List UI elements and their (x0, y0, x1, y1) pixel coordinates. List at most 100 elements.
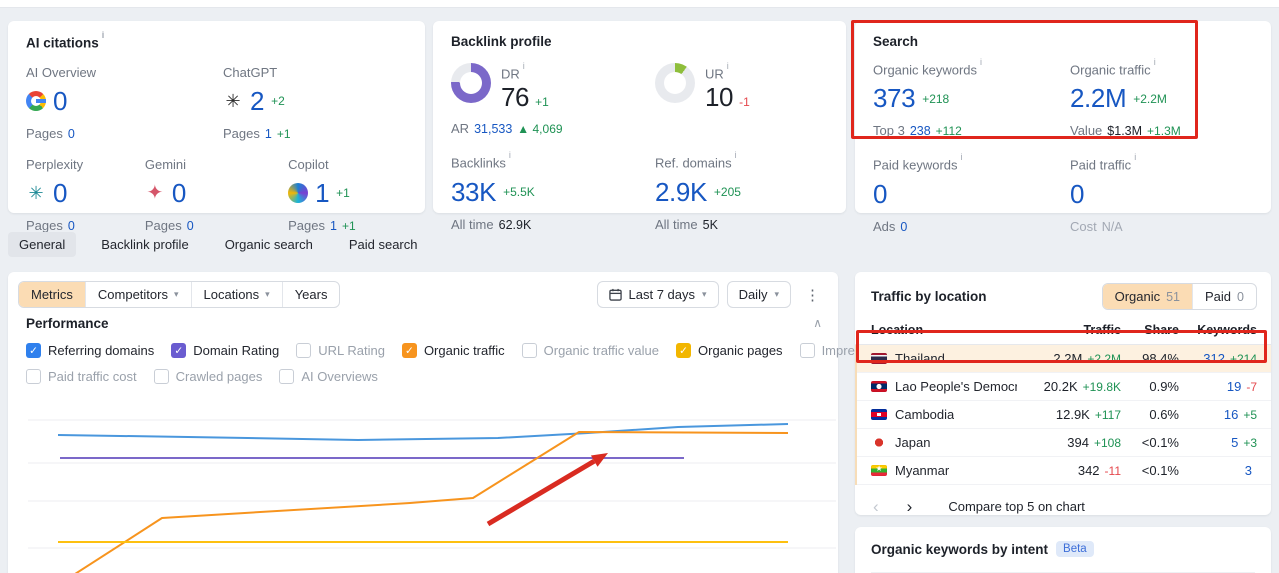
info-icon[interactable] (727, 61, 729, 71)
pages-value[interactable]: 0 (67, 218, 75, 233)
tab-organic-search[interactable]: Organic search (224, 237, 313, 252)
metric-label: Crawled pages (175, 369, 263, 384)
info-icon[interactable] (735, 150, 737, 160)
ref-domains-value[interactable]: 2.9K (655, 176, 707, 207)
metric-checkbox[interactable]: Paid traffic cost (26, 369, 137, 384)
share-value: <0.1% (1141, 463, 1179, 478)
metric-checkbox[interactable]: Organic traffic (401, 343, 505, 358)
checkbox-icon (296, 343, 312, 358)
info-icon[interactable] (102, 30, 105, 40)
chevron-down-icon: ▾ (265, 289, 270, 299)
info-icon[interactable] (523, 61, 525, 71)
info-icon[interactable] (961, 152, 963, 162)
col-traffic[interactable]: Traffic (1083, 323, 1121, 337)
organic-traffic-value[interactable]: 2.2M (1070, 83, 1127, 114)
performance-card: Metrics Competitors ▾ Locations ▾ Years La… (8, 272, 992, 573)
info-icon[interactable] (980, 57, 982, 67)
compare-top5-link[interactable]: Compare top 5 on chart (948, 499, 1085, 514)
metric-checkbox[interactable]: Domain Rating (171, 343, 279, 358)
organic-keywords-value[interactable]: 373 (873, 83, 916, 114)
kebab-menu-icon[interactable]: ⋮ (805, 286, 820, 304)
toggle-paid[interactable]: Paid 0 (1192, 284, 1256, 309)
pages-value[interactable]: 0 (186, 218, 194, 233)
table-row[interactable]: Japan 394 +108 <0.1% 5 +3 (857, 429, 1271, 457)
citations-count[interactable]: 0 (171, 177, 186, 208)
paid-keywords-value[interactable]: 0 (873, 178, 888, 209)
traffic-value: 2.2M (1053, 351, 1083, 366)
pages-value[interactable]: 0 (67, 126, 75, 141)
domain-rating-block: DR 76 +1 (451, 61, 655, 113)
col-keywords[interactable]: Keywords (1197, 323, 1257, 337)
info-icon[interactable] (1154, 57, 1156, 67)
mode-competitors-button[interactable]: Competitors ▾ (84, 282, 191, 307)
metric-checkbox[interactable]: Organic pages (676, 343, 783, 358)
mode-locations-button[interactable]: Locations ▾ (190, 282, 282, 307)
ai-source-icon (26, 91, 46, 111)
metric-checkbox[interactable]: Organic traffic value (521, 343, 659, 358)
keywords-value[interactable]: 5 (1231, 435, 1239, 450)
info-icon[interactable] (509, 150, 511, 160)
ai-source-icon (26, 183, 46, 203)
citations-count[interactable]: 2 (250, 85, 265, 116)
citations-count[interactable]: 0 (53, 177, 68, 208)
alltime-value: 62.9K (498, 217, 532, 232)
keywords-value[interactable]: 312 (1203, 351, 1225, 366)
ar-value[interactable]: 31,533 (474, 122, 513, 137)
table-row[interactable]: Cambodia 12.9K +117 0.6% 16 +5 (857, 401, 1271, 429)
country-flag-icon (871, 409, 887, 420)
next-page-icon[interactable]: › (906, 497, 913, 516)
mode-metrics-button[interactable]: Metrics (19, 282, 85, 307)
metric-checkbox[interactable]: AI Overviews (279, 369, 378, 384)
ai-source-name: ChatGPT (223, 64, 278, 80)
checkbox-icon (279, 369, 295, 384)
dr-donut-chart (451, 63, 491, 103)
performance-title: Performance (26, 316, 109, 331)
checkbox-icon (26, 369, 41, 384)
pages-value[interactable]: 1 (264, 126, 272, 141)
chevron-down-icon: ▾ (774, 289, 779, 299)
citations-count[interactable]: 1 (315, 177, 330, 208)
checkbox-icon (171, 343, 187, 358)
col-share[interactable]: Share (1144, 323, 1179, 337)
table-row[interactable]: Thailand 2.2M +2.2M 98.4% 312 +214 (857, 345, 1271, 373)
keywords-value[interactable]: 3 (1244, 463, 1252, 478)
backlinks-value[interactable]: 33K (451, 176, 497, 207)
paid-traffic-value[interactable]: 0 (1070, 178, 1085, 209)
ai-source-name: Perplexity (26, 156, 84, 172)
mode-years-button[interactable]: Years (281, 282, 340, 307)
pages-label: Pages (26, 125, 63, 141)
organic-count: 51 (1166, 289, 1181, 304)
calendar-icon (608, 288, 622, 301)
tab-paid-search[interactable]: Paid search (348, 237, 418, 252)
metric-checkbox[interactable]: URL Rating (296, 343, 385, 358)
tab-backlink-profile[interactable]: Backlink profile (101, 237, 189, 252)
granularity-button[interactable]: Daily ▾ (726, 281, 791, 308)
collapse-chevron-icon[interactable]: ∧ (813, 316, 822, 330)
keywords-delta: +3 (1243, 436, 1257, 450)
search-card: Search Organic keywords 373 +218 Top 3 238… (855, 21, 1271, 234)
info-icon[interactable] (1134, 152, 1136, 162)
pages-label: Pages (223, 125, 260, 141)
keywords-value[interactable]: 16 (1223, 407, 1239, 422)
ai-citations-row-2: Perplexity 0 Pages 0 Gemini 0 Pages 0 Co… (26, 157, 407, 233)
metric-checkbox[interactable]: Crawled pages (153, 369, 263, 384)
date-range-button[interactable]: Last 7 days ▾ (596, 281, 719, 308)
ads-value[interactable]: 0 (900, 219, 908, 234)
metric-label: Referring domains (48, 343, 155, 358)
tab-general[interactable]: General (8, 232, 77, 257)
col-location[interactable]: Location (871, 323, 924, 337)
top3-value[interactable]: 238 (909, 124, 931, 139)
keywords-value[interactable]: 19 (1226, 379, 1242, 394)
table-row[interactable]: Myanmar 342 -11 <0.1% 3 (857, 457, 1271, 485)
table-header: Location Traffic Share Keywords (855, 319, 1271, 345)
pages-delta: +1 (341, 218, 356, 233)
dr-delta: +1 (535, 95, 549, 110)
toggle-organic[interactable]: Organic 51 (1102, 284, 1193, 309)
table-row[interactable]: Lao People's Democratic Reput 20.2K +19.8… (857, 373, 1271, 401)
citations-count[interactable]: 0 (53, 85, 68, 116)
prev-page-icon[interactable]: ‹ (873, 497, 879, 516)
pages-value[interactable]: 1 (329, 218, 337, 233)
metric-checkbox[interactable]: Referring domains (26, 343, 154, 358)
top3-delta: +112 (935, 124, 962, 139)
beta-badge: Beta (1056, 541, 1094, 557)
